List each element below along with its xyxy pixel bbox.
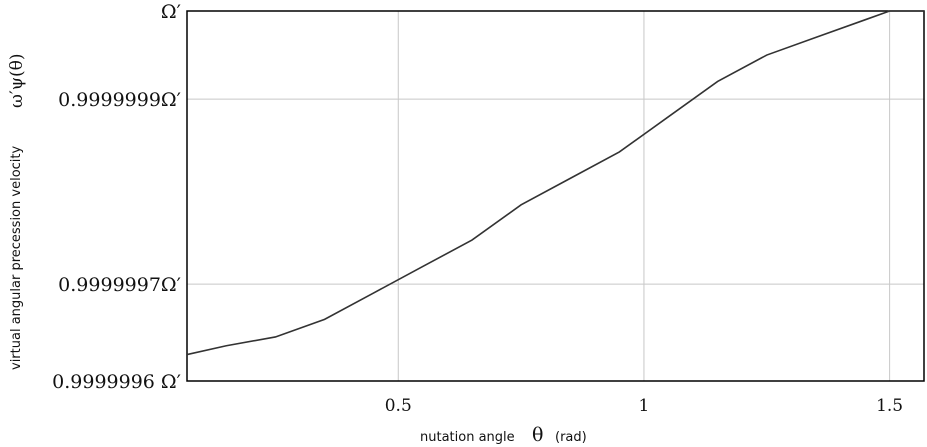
x-tick-label-2: 1.5 — [876, 396, 903, 416]
x-axis-label-text: nutation angle — [420, 430, 515, 445]
y-tick-label-0: 0.9999996 Ω′ — [52, 371, 181, 393]
y-axis-label-text: virtual angular precession velocity — [9, 146, 24, 370]
x-axis-label-unit: (rad) — [555, 430, 587, 445]
plot-frame — [186, 10, 925, 382]
y-tick-label-1: 0.9999997Ω′ — [58, 274, 181, 296]
y-tick-labels: 0.9999996 Ω′ 0.9999997Ω′ 0.9999999Ω′ Ω′ — [52, 1, 181, 393]
x-tick-label-1: 1 — [639, 396, 650, 416]
x-tick-labels: 0.5 1 1.5 — [385, 396, 903, 416]
y-tick-label-3: Ω′ — [161, 1, 181, 23]
x-axis-label-symbol: θ — [532, 424, 543, 446]
y-axis-label: virtual angular precession velocity ω′ψ(… — [7, 53, 27, 370]
series-line — [186, 10, 924, 356]
x-axis-label: nutation angle θ (rad) — [420, 424, 587, 446]
x-tick-label-0: 0.5 — [385, 396, 412, 416]
grid — [187, 11, 924, 381]
y-tick-label-2: 0.9999999Ω′ — [58, 89, 181, 111]
y-axis-label-symbol: ω′ψ(θ) — [7, 53, 27, 108]
